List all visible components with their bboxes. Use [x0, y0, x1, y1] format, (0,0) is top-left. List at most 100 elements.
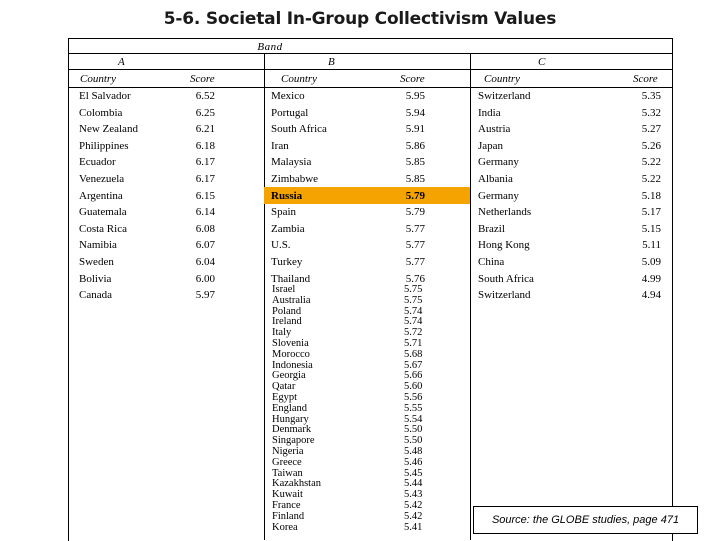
band-c-score: 5.15	[641, 222, 661, 235]
band-a-score: 6.14	[195, 206, 215, 219]
band-c-score: 5.18	[641, 189, 661, 202]
band-b-score: 5.43	[404, 489, 423, 501]
band-c-country: Germany	[478, 156, 519, 169]
band-b-score: 5.67	[404, 359, 423, 371]
band-b-score-header: Score	[400, 73, 425, 85]
band-b-country: Morocco	[272, 348, 310, 360]
band-c-country: Netherlands	[478, 206, 532, 219]
band-a-b-divider	[264, 53, 265, 540]
band-a-country: Bolivia	[79, 272, 112, 285]
band-b-score: 5.75	[404, 294, 423, 306]
band-c-score: 4.94	[641, 289, 661, 302]
band-a-score: 5.97	[195, 289, 215, 302]
band-c-score: 5.26	[641, 139, 661, 152]
band-b-country: Iran	[271, 139, 289, 152]
band-b-score: 5.79	[405, 189, 425, 202]
band-a-score: 6.17	[195, 156, 215, 169]
band-b-score: 5.74	[404, 316, 423, 328]
band-a-country: Sweden	[79, 256, 114, 268]
band-c-country: Hong Kong	[478, 239, 530, 252]
band-c-score: 5.22	[641, 156, 661, 169]
band-c-score: 5.35	[641, 90, 661, 102]
band-b-country: Kazakhstan	[272, 478, 321, 490]
header-divider	[68, 69, 672, 70]
band-b-score: 5.55	[404, 402, 423, 414]
band-b-score: 5.95	[405, 90, 425, 102]
band-c-country-header: Country	[484, 73, 521, 85]
band-a-country: El Salvador	[79, 90, 131, 102]
band-b-score: 5.74	[404, 305, 423, 317]
band-a-score: 6.18	[195, 139, 215, 152]
band-c-heading: C	[538, 56, 546, 68]
band-a-country: Venezuela	[79, 173, 125, 185]
band-c-score: 5.27	[641, 123, 661, 136]
band-b-country-header: Country	[281, 73, 318, 85]
band-b-country: Israel	[272, 284, 296, 295]
band-a-score: 6.15	[195, 189, 215, 202]
band-a-score-header: Score	[190, 73, 215, 85]
band-c-score-header: Score	[633, 73, 658, 85]
band-b-country: Malaysia	[271, 156, 312, 169]
band-c-score: 5.22	[641, 173, 661, 185]
band-a-score: 6.00	[195, 272, 215, 285]
band-c-country: Albania	[478, 173, 513, 185]
band-a-score: 6.21	[195, 123, 215, 136]
band-b-score: 5.77	[405, 239, 425, 252]
band-b-score: 5.41	[404, 521, 423, 533]
band-b-score: 5.71	[404, 338, 423, 349]
band-b-country: Georgia	[272, 370, 306, 382]
band-b-country: Russia	[271, 189, 303, 202]
band-c-country: India	[478, 106, 501, 119]
band-a-score: 6.08	[195, 222, 215, 235]
band-c-country: Austria	[478, 123, 511, 136]
band-b-country: Zambia	[271, 222, 305, 235]
band-b-score: 5.42	[404, 500, 423, 511]
band-b-score: 5.85	[405, 173, 425, 185]
band-b-score: 5.77	[405, 222, 425, 235]
band-b-country: Taiwan	[272, 467, 303, 479]
band-b-country: Ireland	[272, 316, 302, 328]
subheader-divider	[68, 87, 672, 88]
band-b-score: 5.44	[404, 478, 423, 490]
band-label: Band	[257, 41, 283, 53]
band-b-score: 5.85	[405, 156, 425, 169]
highlighted-row	[264, 187, 470, 204]
band-c-score: 5.32	[641, 106, 661, 119]
band-b-score: 5.76	[405, 272, 425, 285]
band-a-score: 6.07	[195, 239, 215, 252]
page-title: 5-6. Societal In-Group Collectivism Valu…	[163, 9, 557, 29]
band-c-country: China	[478, 256, 505, 268]
band-b-score: 5.56	[404, 392, 423, 403]
band-b-country: Singapore	[272, 435, 315, 447]
band-c-country: Brazil	[478, 222, 505, 235]
band-c-score: 5.11	[642, 239, 661, 252]
band-b-country: Hungary	[272, 413, 309, 425]
band-b-score: 5.79	[405, 206, 425, 219]
band-b-score: 5.60	[404, 381, 423, 393]
band-b-score: 5.72	[404, 327, 423, 339]
band-b-country: Australia	[272, 294, 311, 306]
band-c-score: 4.99	[641, 272, 661, 285]
band-b-score: 5.50	[404, 424, 423, 436]
band-a-country: Ecuador	[79, 156, 116, 169]
band-b-score: 5.68	[404, 348, 423, 360]
band-a-country: Philippines	[79, 139, 129, 152]
band-b-country: Indonesia	[272, 359, 313, 371]
band-b-country: Denmark	[272, 424, 312, 436]
band-b-score: 5.91	[405, 123, 425, 136]
band-b-heading: B	[328, 56, 335, 68]
band-c-score: 5.09	[641, 256, 661, 268]
band-a-country: Colombia	[79, 106, 123, 119]
band-b-country: Mexico	[271, 90, 305, 102]
band-b-country: Kuwait	[272, 489, 303, 501]
band-b-country: Thailand	[271, 272, 311, 285]
band-b-country: Korea	[272, 521, 298, 533]
band-b-country: Turkey	[271, 256, 303, 268]
band-c-country: Japan	[478, 139, 504, 152]
band-a-country: Guatemala	[79, 206, 127, 219]
band-b-score: 5.86	[405, 139, 425, 152]
band-b-country: Spain	[271, 206, 297, 219]
band-b-country: England	[272, 402, 307, 414]
band-b-score: 5.75	[404, 284, 423, 295]
band-b-country: Greece	[272, 456, 302, 468]
